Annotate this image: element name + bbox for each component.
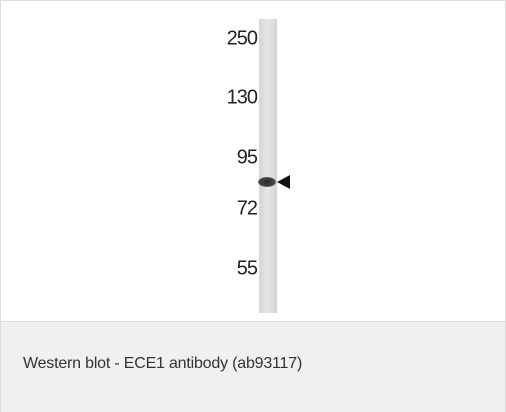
caption-area: Western blot - ECE1 antibody (ab93117)	[1, 321, 505, 412]
marker-label: 130	[227, 86, 258, 108]
marker-label: 72	[237, 197, 258, 219]
caption: Western blot - ECE1 antibody (ab93117)	[23, 355, 302, 373]
marker-label: 250	[227, 27, 258, 49]
lane	[259, 19, 277, 313]
band	[258, 177, 276, 187]
arrowhead	[277, 175, 290, 189]
marker-label: 95	[237, 146, 258, 168]
figure: 250 130 95 72 55 Western blot - ECE1 ant…	[0, 0, 506, 412]
marker-label: 55	[237, 257, 258, 279]
blot-image: 250 130 95 72 55	[1, 1, 505, 321]
